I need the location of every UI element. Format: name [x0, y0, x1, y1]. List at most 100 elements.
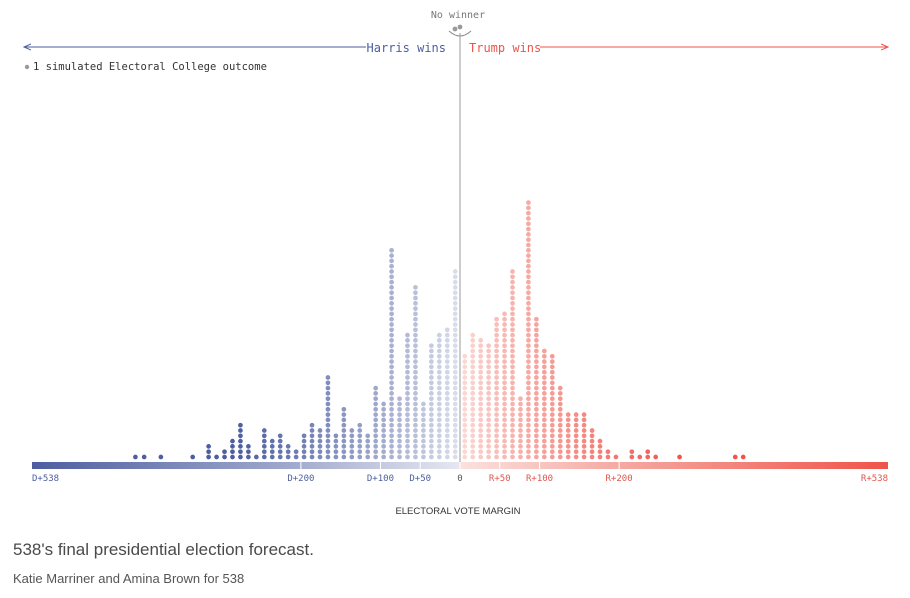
- outcome-dot: [573, 454, 579, 460]
- tick-label: R+538: [861, 474, 888, 484]
- outcome-dot: [317, 428, 323, 433]
- outcome-dot: [444, 391, 450, 396]
- outcome-dot: [549, 364, 555, 370]
- outcome-dot: [478, 385, 484, 391]
- outcome-dot: [502, 444, 507, 449]
- outcome-dot: [534, 391, 539, 396]
- outcome-dot: [373, 417, 379, 423]
- outcome-dot: [486, 353, 491, 359]
- outcome-dot: [462, 428, 468, 433]
- outcome-dot: [462, 401, 468, 407]
- outcome-dot: [413, 401, 418, 407]
- outcome-dot: [206, 444, 211, 449]
- outcome-dot: [413, 396, 418, 402]
- outcome-dot: [502, 380, 507, 386]
- outcome-dot: [341, 412, 347, 417]
- outcome-dot: [301, 438, 307, 444]
- outcome-dot: [565, 438, 571, 444]
- outcome-dot: [478, 359, 484, 364]
- outcome-dot: [413, 438, 418, 444]
- outcome-dot: [444, 343, 450, 349]
- outcome-dot: [381, 428, 386, 433]
- outcome-dot: [436, 338, 442, 343]
- outcome-dot: [214, 454, 219, 460]
- outcome-dot: [534, 375, 539, 380]
- outcome-dot: [246, 449, 251, 455]
- outcome-dot: [389, 279, 394, 285]
- outcome-dot: [470, 332, 476, 338]
- outcome-dot: [405, 444, 410, 449]
- outcome-dot: [397, 433, 402, 439]
- outcome-dot: [581, 417, 587, 423]
- outcome-dot: [486, 385, 491, 391]
- outcome-dot: [452, 295, 458, 301]
- outcome-dot: [389, 290, 394, 296]
- outcome-dot: [317, 454, 323, 460]
- outcome-dot: [526, 274, 531, 280]
- outcome-dot: [510, 300, 515, 306]
- outcome-dot: [549, 375, 555, 380]
- outcome-dot: [502, 327, 507, 333]
- outcome-dot: [534, 327, 539, 333]
- outcome-dot: [589, 438, 595, 444]
- legend-label: 1 simulated Electoral College outcome: [33, 61, 267, 73]
- outcome-dot: [534, 449, 539, 455]
- outcome-dot: [462, 380, 468, 386]
- tick-label: D+538: [32, 474, 59, 484]
- outcome-dot: [389, 269, 394, 274]
- outcome-dot: [436, 412, 442, 417]
- outcome-dot: [478, 428, 484, 433]
- outcome-dot: [452, 353, 458, 359]
- outcome-dot: [325, 396, 331, 402]
- outcome-dot: [413, 433, 418, 439]
- outcome-dot: [534, 454, 539, 460]
- outcome-dot: [494, 348, 499, 354]
- outcome-dot: [389, 263, 394, 269]
- outcome-dot: [452, 454, 458, 460]
- outcome-dot: [261, 444, 267, 449]
- outcome-dot: [429, 401, 434, 407]
- outcome-dot: [478, 375, 484, 380]
- outcome-dot: [557, 391, 563, 396]
- outcome-dot: [357, 422, 363, 428]
- outcome-dot: [325, 375, 331, 380]
- outcome-dot: [452, 385, 458, 391]
- outcome-dot: [629, 449, 635, 455]
- outcome-dot: [534, 332, 539, 338]
- legend-dot: [24, 64, 30, 70]
- outcome-dot: [357, 449, 363, 455]
- outcome-dot: [301, 454, 307, 460]
- outcome-dot: [389, 316, 394, 322]
- outcome-dot: [436, 449, 442, 455]
- outcome-dot: [269, 444, 275, 449]
- outcome-dot: [317, 438, 323, 444]
- outcome-dot: [389, 375, 394, 380]
- outcome-dot: [478, 391, 484, 396]
- outcome-dot: [429, 428, 434, 433]
- outcome-dot: [397, 396, 402, 402]
- outcome-dot: [486, 369, 491, 375]
- outcome-dot: [549, 396, 555, 402]
- outcome-dot: [429, 375, 434, 380]
- outcome-dot: [534, 422, 539, 428]
- harris-wins-label: Harris wins: [367, 41, 446, 55]
- outcome-dot: [429, 412, 434, 417]
- outcome-dot: [452, 274, 458, 280]
- outcome-dot: [444, 338, 450, 343]
- outcome-dot: [510, 316, 515, 322]
- outcome-dot: [510, 391, 515, 396]
- outcome-dot: [597, 444, 603, 449]
- tick-label: R+50: [489, 474, 511, 484]
- outcome-dot: [444, 327, 450, 333]
- outcome-dot: [526, 396, 531, 402]
- outcome-dot: [502, 417, 507, 423]
- outcome-dot: [534, 380, 539, 386]
- outcome-dot: [534, 433, 539, 439]
- outcome-dot: [541, 364, 547, 370]
- outcome-dot: [597, 454, 603, 460]
- outcome-dot: [470, 343, 476, 349]
- outcome-dot: [534, 364, 539, 370]
- outcome-dot: [452, 412, 458, 417]
- outcome-dot: [541, 391, 547, 396]
- outcome-dot: [452, 438, 458, 444]
